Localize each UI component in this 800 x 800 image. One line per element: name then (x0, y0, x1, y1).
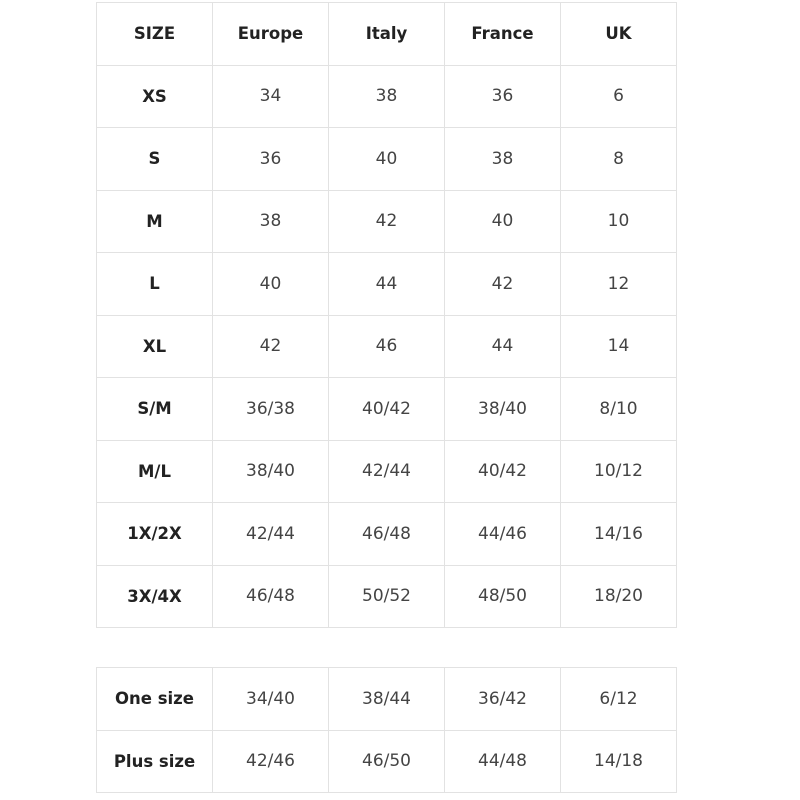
table-cell: 14/16 (560, 502, 677, 566)
table-cell: 42 (444, 252, 561, 316)
table-cell: 18/20 (560, 564, 677, 628)
row-header: S/M (96, 377, 213, 441)
table-cell: 40 (328, 127, 445, 191)
table-cell: 40/42 (444, 439, 561, 503)
table-row: S 36 40 38 8 (96, 127, 677, 191)
table-cell: 44/46 (444, 502, 561, 566)
table-cell: 34/40 (212, 667, 329, 731)
table-cell: 40 (444, 189, 561, 253)
table-cell: 36/42 (444, 667, 561, 731)
table-cell: 38 (212, 189, 329, 253)
row-header: L (96, 252, 213, 316)
column-header: SIZE (96, 2, 213, 66)
table-row: M/L 38/40 42/44 40/42 10/12 (96, 439, 677, 503)
table-row: M 38 42 40 10 (96, 189, 677, 253)
table-cell: 38/44 (328, 667, 445, 731)
table-cell: 8/10 (560, 377, 677, 441)
table-cell: 36/38 (212, 377, 329, 441)
table-cell: 34 (212, 64, 329, 128)
column-header: Europe (212, 2, 329, 66)
row-header: 3X/4X (96, 564, 213, 628)
table-cell: 46 (328, 314, 445, 378)
table-cell: 10 (560, 189, 677, 253)
table-row: XS 34 38 36 6 (96, 64, 677, 128)
table-cell: 42 (212, 314, 329, 378)
size-conversion-table: SIZE Europe Italy France UK XS 34 38 36 6 S 36 40 38 8… (96, 2, 677, 628)
table-cell: 36 (444, 64, 561, 128)
table-cell: 40/42 (328, 377, 445, 441)
row-header: 1X/2X (96, 502, 213, 566)
row-header: XS (96, 64, 213, 128)
table-cell: 14/18 (560, 729, 677, 793)
table-cell: 42 (328, 189, 445, 253)
table-cell: 44 (328, 252, 445, 316)
row-header: S (96, 127, 213, 191)
table-cell: 42/44 (212, 502, 329, 566)
table-row: One size 34/40 38/44 36/42 6/12 (96, 667, 677, 731)
table-cell: 42/46 (212, 729, 329, 793)
row-header: Plus size (96, 729, 213, 793)
column-header: UK (560, 2, 677, 66)
table-row: 3X/4X 46/48 50/52 48/50 18/20 (96, 564, 677, 628)
table-row: XL 42 46 44 14 (96, 314, 677, 378)
row-header: XL (96, 314, 213, 378)
row-header: One size (96, 667, 213, 731)
table-cell: 42/44 (328, 439, 445, 503)
header-row: SIZE Europe Italy France UK (96, 2, 677, 66)
table-cell: 44/48 (444, 729, 561, 793)
row-header: M/L (96, 439, 213, 503)
table-cell: 38 (328, 64, 445, 128)
table-cell: 12 (560, 252, 677, 316)
table-cell: 44 (444, 314, 561, 378)
table-cell: 40 (212, 252, 329, 316)
table-row: L 40 44 42 12 (96, 252, 677, 316)
table-cell: 46/48 (328, 502, 445, 566)
table-cell: 46/48 (212, 564, 329, 628)
row-header: M (96, 189, 213, 253)
column-header: Italy (328, 2, 445, 66)
table-cell: 46/50 (328, 729, 445, 793)
column-header: France (444, 2, 561, 66)
table-cell: 6/12 (560, 667, 677, 731)
table-cell: 48/50 (444, 564, 561, 628)
table-cell: 10/12 (560, 439, 677, 503)
table-cell: 14 (560, 314, 677, 378)
table-row: Plus size 42/46 46/50 44/48 14/18 (96, 729, 677, 793)
table-cell: 38/40 (444, 377, 561, 441)
table-cell: 8 (560, 127, 677, 191)
table-cell: 38 (444, 127, 561, 191)
table-row: 1X/2X 42/44 46/48 44/46 14/16 (96, 502, 677, 566)
special-size-table: One size 34/40 38/44 36/42 6/12 Plus size 42/4… (96, 667, 677, 793)
table-row: S/M 36/38 40/42 38/40 8/10 (96, 377, 677, 441)
table-cell: 36 (212, 127, 329, 191)
table-cell: 6 (560, 64, 677, 128)
table-cell: 38/40 (212, 439, 329, 503)
table-cell: 50/52 (328, 564, 445, 628)
